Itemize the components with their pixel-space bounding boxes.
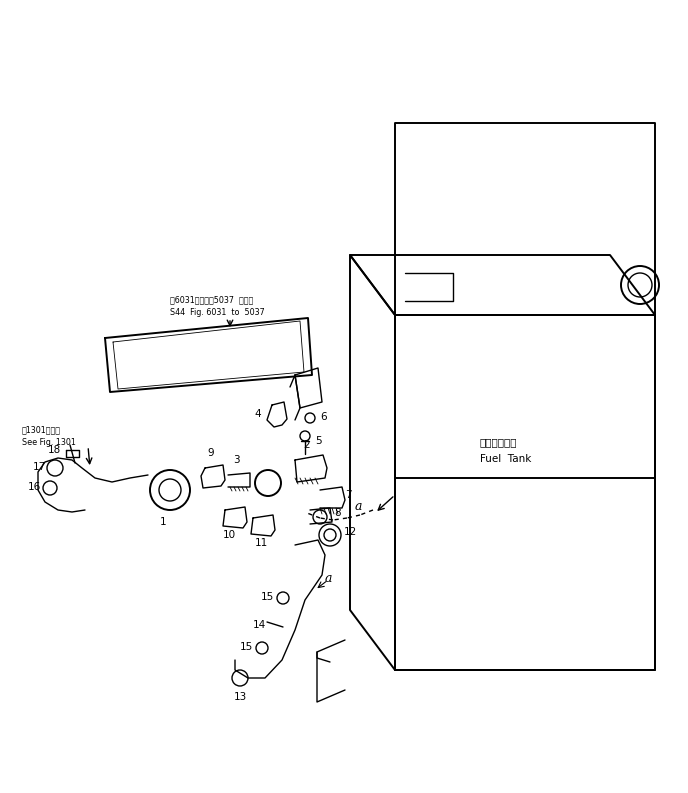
Text: 7: 7 bbox=[345, 490, 352, 500]
Text: 2: 2 bbox=[303, 440, 310, 450]
Text: 17: 17 bbox=[33, 462, 46, 472]
Text: 18: 18 bbox=[48, 445, 61, 455]
Text: 15: 15 bbox=[240, 642, 253, 652]
Text: 第6031図から第5037  図参照: 第6031図から第5037 図参照 bbox=[170, 295, 253, 304]
Text: 10: 10 bbox=[223, 530, 236, 540]
Text: 第1301図参照: 第1301図参照 bbox=[22, 425, 61, 434]
Text: a: a bbox=[325, 572, 332, 585]
Text: S44  Fig. 6031  to  5037: S44 Fig. 6031 to 5037 bbox=[170, 308, 265, 317]
Text: 9: 9 bbox=[207, 448, 214, 458]
Text: 16: 16 bbox=[28, 482, 41, 492]
Text: 14: 14 bbox=[253, 620, 266, 630]
Text: See Fig. 1301: See Fig. 1301 bbox=[22, 438, 76, 447]
Text: a: a bbox=[355, 500, 363, 513]
Text: Fuel  Tank: Fuel Tank bbox=[480, 454, 531, 464]
Text: 6: 6 bbox=[320, 412, 327, 422]
Text: 5: 5 bbox=[315, 436, 321, 446]
Text: 8: 8 bbox=[334, 508, 341, 518]
Text: 15: 15 bbox=[261, 592, 275, 602]
Text: フェルタンク: フェルタンク bbox=[480, 437, 517, 447]
Text: 4: 4 bbox=[254, 409, 261, 419]
Text: 13: 13 bbox=[234, 692, 247, 702]
Text: 3: 3 bbox=[233, 455, 239, 465]
Text: 1: 1 bbox=[160, 517, 166, 527]
Text: 12: 12 bbox=[344, 527, 357, 537]
Text: 11: 11 bbox=[255, 538, 268, 548]
